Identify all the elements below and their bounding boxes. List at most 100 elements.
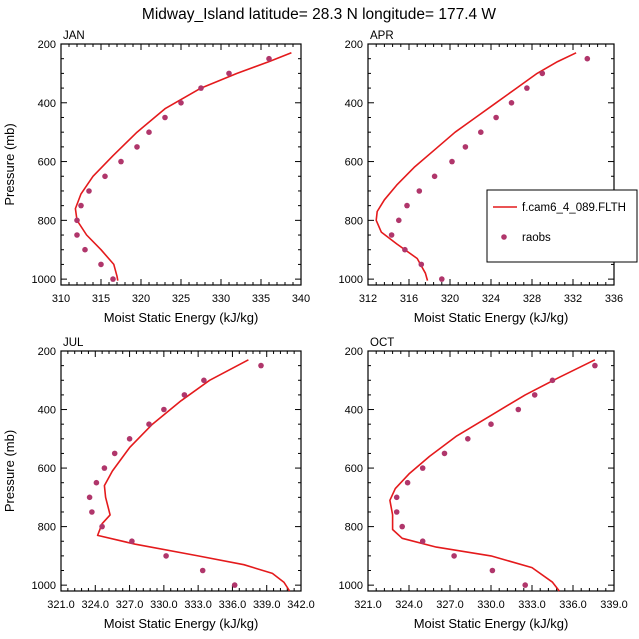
panel-apr-xtick-label: 316 xyxy=(400,293,418,305)
panel-apr-xtick-label: 312 xyxy=(359,293,377,305)
panel-jul-xtick-label: 327.0 xyxy=(116,599,144,611)
panel-oct-x-axis-label: Moist Static Energy (kJ/kg) xyxy=(414,616,569,631)
panel-jul-panel-label: JUL xyxy=(63,337,84,349)
panel-jan-xtick-label: 325 xyxy=(172,293,190,305)
panel-oct-raobs-point xyxy=(592,362,598,369)
panel-oct-plot-frame xyxy=(367,350,615,592)
panel-apr-xtick-label: 320 xyxy=(441,293,459,305)
panel-apr-raobs-point xyxy=(418,261,425,268)
panel-oct-raobs-point xyxy=(404,479,411,486)
panel-jul-raobs-point xyxy=(258,362,264,369)
panel-jul: JUL 321.0 324.0 327.0 330.0 333.0 336.0 339.0 34… xyxy=(2,337,315,631)
panel-oct-raobs-point xyxy=(465,436,471,442)
panel-apr-xtick-label: 332 xyxy=(564,293,582,305)
panel-jan-model-line xyxy=(74,52,292,281)
panel-apr-raobs-point xyxy=(388,232,395,238)
panel-jan-raobs-point xyxy=(74,217,80,224)
panel-oct-xtick-label: 327.0 xyxy=(436,599,464,611)
panel-jan-x-axis-label: Moist Static Energy (kJ/kg) xyxy=(104,310,259,325)
panel-oct-xtick-label: 321.0 xyxy=(354,599,382,611)
panel-apr-raobs-point xyxy=(396,217,402,224)
panel-jan-raobs-point xyxy=(110,276,116,282)
panel-apr-xtick-label: 336 xyxy=(605,293,623,305)
panel-jan-xtick-label: 320 xyxy=(132,293,150,305)
panel-oct-raobs-point xyxy=(488,421,494,428)
panel-jul-model-line xyxy=(96,359,291,592)
panel-oct-panel-label: OCT xyxy=(370,337,394,349)
panel-oct-xtick-label: 330.0 xyxy=(477,599,505,611)
panel-apr-raobs-point xyxy=(478,129,484,135)
panel-oct-xtick-label: 333.0 xyxy=(518,599,546,611)
panel-apr-ytick-label: 600 xyxy=(345,157,363,169)
panel-apr-raobs-point xyxy=(449,158,455,165)
panel-jan-ytick-label: 600 xyxy=(38,157,56,169)
panel-jan-xtick-label: 315 xyxy=(92,293,110,305)
legend-box xyxy=(486,189,638,263)
panel-jul-raobs-point xyxy=(161,406,167,413)
panel-jul-raobs-point xyxy=(99,523,105,530)
panel-jan-raobs-point xyxy=(226,70,232,77)
panel-jan-raobs-point xyxy=(266,55,272,62)
panel-jan: JAN 310 315 320 325 330 335 340 200 400 600 800 1000… xyxy=(2,30,310,325)
panel-jul-raobs-point xyxy=(129,538,135,544)
panel-apr-xtick-label: 328 xyxy=(523,293,541,305)
panel-jul-xtick-label: 336.0 xyxy=(219,599,247,611)
panel-apr-ytick-label: 800 xyxy=(345,215,363,227)
panel-apr-raobs-point xyxy=(416,188,423,194)
panel-jul-ytick-label: 600 xyxy=(38,463,56,475)
panel-apr-ytick-label: 400 xyxy=(345,98,363,110)
panel-oct-raobs-point xyxy=(441,450,448,457)
panel-jan-raobs-point xyxy=(162,114,168,121)
panel-oct-ytick-label: 200 xyxy=(345,346,363,358)
panel-apr-raobs-point xyxy=(584,55,591,62)
panel-apr-x-axis-label: Moist Static Energy (kJ/kg) xyxy=(414,310,569,325)
panel-oct-raobs-point xyxy=(489,567,496,574)
panel-jan-raobs-point xyxy=(98,261,104,268)
panel-jan-xtick-label: 340 xyxy=(292,293,310,305)
panel-jul-ytick-label: 1000 xyxy=(32,580,56,592)
panel-jan-raobs-point xyxy=(134,144,140,150)
panel-jan-raobs-point xyxy=(78,202,84,209)
panel-apr: APR 312 316 320 324 328 332 336 200 400 600 800 1000… xyxy=(339,30,624,325)
panel-jul-raobs-point xyxy=(163,553,169,559)
panel-apr-raobs-point xyxy=(462,144,469,150)
panel-jan-xtick-label: 310 xyxy=(52,293,70,305)
panel-jan-y-axis-label: Pressure (mb) xyxy=(2,123,17,205)
legend-entry-label: f.cam6_4_089.FLTH xyxy=(522,202,626,214)
panel-jan-raobs-point xyxy=(102,173,108,180)
panel-oct-raobs-point xyxy=(393,494,400,501)
panel-apr-ytick-label: 200 xyxy=(345,39,363,51)
panel-oct-ytick-label: 600 xyxy=(345,463,363,475)
panel-oct-model-line xyxy=(389,359,596,592)
panel-oct-raobs-point xyxy=(419,538,426,544)
panel-apr-raobs-point xyxy=(404,202,410,209)
panel-oct-raobs-point xyxy=(549,377,556,384)
panel-apr-raobs-point xyxy=(439,276,445,282)
panel-jul-raobs-point xyxy=(126,436,133,442)
panel-apr-raobs-point xyxy=(539,70,546,77)
panel-jan-raobs-point xyxy=(146,129,152,135)
panel-jan-raobs-point xyxy=(198,85,204,91)
panel-oct-raobs-point xyxy=(419,465,426,471)
panel-jul-raobs-point xyxy=(199,567,206,574)
panel-jan-panel-label: JAN xyxy=(63,30,85,42)
panel-jul-x-axis-label: Moist Static Energy (kJ/kg) xyxy=(104,616,259,631)
panel-apr-raobs-point xyxy=(402,246,408,253)
panel-oct-ytick-label: 400 xyxy=(345,405,363,417)
panel-oct-xtick-label: 336.0 xyxy=(559,599,587,611)
panel-jul-raobs-point xyxy=(111,450,118,457)
panel-jul-ytick-label: 200 xyxy=(38,346,56,358)
panel-jul-y-axis-label: Pressure (mb) xyxy=(2,430,17,512)
panel-apr-raobs-point xyxy=(431,173,438,180)
legend-entry-label: raobs xyxy=(522,232,551,244)
panel-apr-xtick-label: 324 xyxy=(482,293,500,305)
panel-apr-ytick-label: 1000 xyxy=(339,274,363,286)
panel-oct-raobs-point xyxy=(399,523,406,530)
panel-jul-raobs-point xyxy=(86,494,93,501)
panel-jan-raobs-point xyxy=(118,158,124,165)
panel-jul-raobs-point xyxy=(101,465,108,471)
panel-oct-raobs-point xyxy=(393,509,400,515)
panel-jan-ytick-label: 200 xyxy=(38,39,56,51)
